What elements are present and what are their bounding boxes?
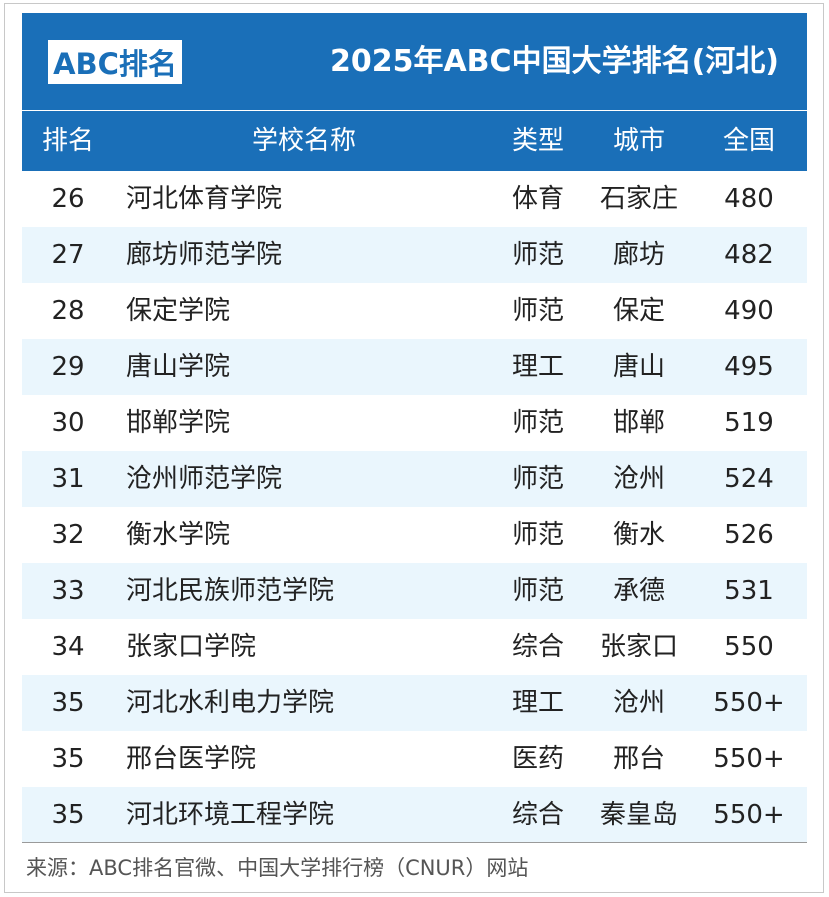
cell-rank: 34: [51, 632, 85, 662]
table-row: 28 保定学院 师范 保定 490: [22, 283, 807, 339]
cell-name: 河北民族师范学院: [126, 576, 335, 606]
cell-name: 沧州师范学院: [126, 464, 283, 494]
column-header-national: 全国: [722, 126, 775, 156]
cell-rank: 32: [51, 520, 85, 550]
cell-city: 秦皇岛: [599, 800, 678, 830]
cell-type: 体育: [511, 184, 564, 214]
cell-national: 519: [724, 408, 774, 438]
cell-national: 531: [724, 576, 774, 606]
column-header-city: 城市: [612, 126, 665, 156]
cell-type: 师范: [511, 296, 564, 326]
cell-name: 唐山学院: [126, 352, 231, 382]
cell-name: 廊坊师范学院: [126, 240, 283, 270]
cell-name: 河北环境工程学院: [126, 800, 335, 830]
table-row: 26 河北体育学院 体育 石家庄 480: [22, 171, 807, 227]
cell-type: 综合: [511, 632, 564, 662]
cell-name: 河北体育学院: [126, 184, 283, 214]
cell-name: 张家口学院: [126, 632, 257, 662]
cell-city: 廊坊: [612, 240, 665, 270]
cell-type: 师范: [511, 240, 564, 270]
table-row: 29 唐山学院 理工 唐山 495: [22, 339, 807, 395]
table-row: 35 河北环境工程学院 综合 秦皇岛 550+: [22, 787, 807, 843]
cell-rank: 33: [51, 576, 85, 606]
cell-rank: 26: [51, 184, 85, 214]
column-header-rank: 排名: [41, 126, 94, 156]
cell-city: 保定: [612, 296, 665, 326]
cell-city: 沧州: [612, 464, 665, 494]
cell-rank: 30: [51, 408, 85, 438]
cell-name: 邯郸学院: [126, 408, 231, 438]
cell-national: 550+: [713, 688, 785, 718]
cell-national: 550+: [713, 800, 785, 830]
cell-type: 医药: [511, 744, 564, 774]
cell-city: 衡水: [612, 520, 665, 550]
cell-name: 邢台医学院: [126, 744, 257, 774]
cell-city: 承德: [612, 576, 665, 606]
page-title: 2025年ABC中国大学排名(河北): [329, 44, 779, 79]
cell-national: 550: [724, 632, 774, 662]
table-row: 33 河北民族师范学院 师范 承德 531: [22, 563, 807, 619]
cell-city: 沧州: [612, 688, 665, 718]
header-bar: ABC排名 2025年ABC中国大学排名(河北): [22, 13, 807, 110]
cell-national: 550+: [713, 744, 785, 774]
table-row: 35 河北水利电力学院 理工 沧州 550+: [22, 675, 807, 731]
cell-city: 邢台: [612, 744, 665, 774]
table-row: 31 沧州师范学院 师范 沧州 524: [22, 451, 807, 507]
table-row: 30 邯郸学院 师范 邯郸 519: [22, 395, 807, 451]
cell-city: 邯郸: [612, 408, 665, 438]
source-note: 来源：ABC排名官微、中国大学排行榜（CNUR）网站: [26, 856, 529, 880]
page-frame: [4, 3, 824, 893]
cell-name: 衡水学院: [126, 520, 231, 550]
cell-name: 河北水利电力学院: [126, 688, 335, 718]
table-row: 27 廊坊师范学院 师范 廊坊 482: [22, 227, 807, 283]
cell-national: 482: [724, 240, 774, 270]
cell-national: 524: [724, 464, 774, 494]
table-body: 26 河北体育学院 体育 石家庄 480 27 廊坊师范学院 师范 廊坊 482…: [22, 171, 807, 843]
cell-national: 480: [724, 184, 774, 214]
cell-name: 保定学院: [126, 296, 231, 326]
cell-type: 理工: [511, 688, 564, 718]
footer-divider: [22, 842, 807, 843]
cell-national: 495: [724, 352, 774, 382]
cell-national: 526: [724, 520, 774, 550]
cell-city: 张家口: [599, 632, 678, 662]
cell-type: 师范: [511, 408, 564, 438]
cell-rank: 35: [51, 688, 85, 718]
cell-rank: 29: [51, 352, 85, 382]
cell-rank: 31: [51, 464, 85, 494]
table-row: 34 张家口学院 综合 张家口 550: [22, 619, 807, 675]
cell-type: 理工: [511, 352, 564, 382]
column-header-type: 类型: [511, 126, 564, 156]
table-row: 35 邢台医学院 医药 邢台 550+: [22, 731, 807, 787]
cell-national: 490: [724, 296, 774, 326]
cell-rank: 35: [51, 800, 85, 830]
cell-city: 唐山: [612, 352, 665, 382]
table-row: 32 衡水学院 师范 衡水 526: [22, 507, 807, 563]
cell-city: 石家庄: [599, 184, 678, 214]
column-header-name: 学校名称: [251, 126, 356, 156]
cell-type: 师范: [511, 576, 564, 606]
cell-rank: 28: [51, 296, 85, 326]
brand-logo: ABC排名: [48, 40, 182, 84]
cell-type: 师范: [511, 464, 564, 494]
cell-type: 师范: [511, 520, 564, 550]
cell-type: 综合: [511, 800, 564, 830]
cell-rank: 27: [51, 240, 85, 270]
table-header: 排名 学校名称 类型 城市 全国: [22, 111, 807, 171]
cell-rank: 35: [51, 744, 85, 774]
